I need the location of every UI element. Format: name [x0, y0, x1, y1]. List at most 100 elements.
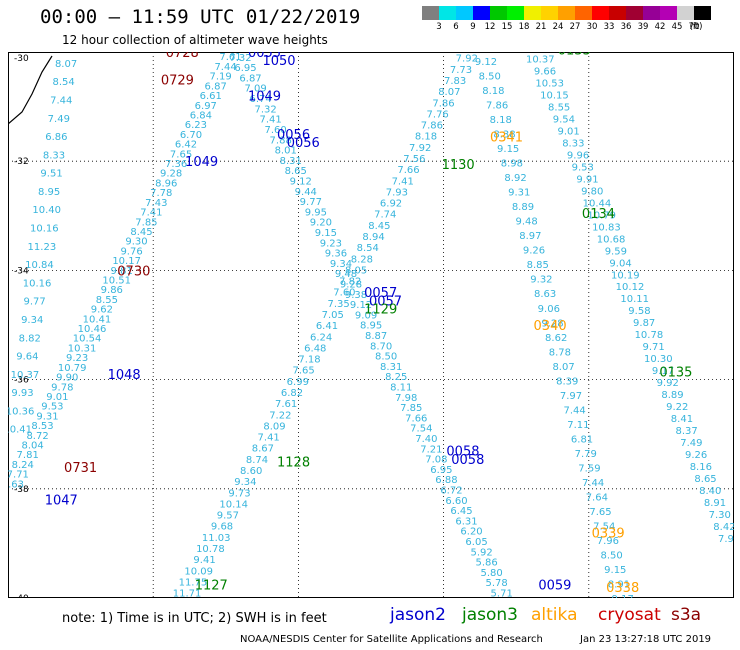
swh-value: 7.60 [333, 288, 355, 299]
legend-s3a: s3a [671, 605, 702, 625]
swh-value: 7.41 [392, 176, 414, 187]
swh-value: 8.95 [360, 321, 382, 332]
swh-value: 9.09 [355, 310, 377, 321]
swh-value: 9.01 [46, 392, 68, 403]
swh-value: 10.78 [635, 330, 664, 341]
lat-tick-label: -30 [14, 54, 29, 64]
swh-value: 9.23 [66, 353, 88, 364]
swh-value: 7.60 [265, 125, 287, 136]
swh-value: 10.68 [597, 234, 626, 245]
swh-value: 7.54 [593, 521, 615, 532]
pass-time-label: 1047 [45, 494, 78, 509]
swh-value: 6.24 [310, 332, 332, 343]
swh-value: 11.23 [28, 242, 57, 253]
pass-time-labels: 0728 0729 0730 0731 1049 1049 1048 1047 00551050… [45, 52, 693, 596]
swh-value: 5.78 [486, 578, 508, 589]
swh-value: 9.51 [40, 169, 62, 180]
swh-value: 8.33 [562, 138, 584, 149]
swh-value: 9.48 [516, 217, 538, 228]
swh-value: 9.76 [120, 246, 142, 257]
swh-value: 8.94 [362, 232, 384, 243]
swh-value: 10.78 [196, 544, 225, 555]
swh-value: 6.95 [234, 63, 256, 74]
swh-value: 10.51 [102, 276, 131, 287]
pass-time-label: 1127 [195, 578, 228, 593]
color-scale-tick: 33 [603, 22, 615, 32]
color-swatch [558, 6, 575, 20]
swh-value: 10.40 [32, 205, 61, 216]
swh-value: 7.98 [395, 393, 417, 404]
swh-value: 8.72 [26, 431, 48, 442]
swh-value: 10.44 [583, 198, 612, 209]
swh-value: 9.15 [604, 565, 626, 576]
swh-value: 8.67 [252, 444, 274, 455]
swh-value: 9.54 [553, 114, 575, 125]
swh-value: 11.03 [202, 533, 231, 544]
swh-value: 10.15 [540, 90, 569, 101]
swh-value: 8.54 [357, 243, 379, 254]
swh-value: 9.77 [300, 197, 322, 208]
pass-time-label: 0055 [248, 52, 281, 61]
track-d2: 7.607.326.956.877.096.747.327.417.607.88… [224, 52, 512, 598]
color-swatch [694, 6, 711, 20]
color-swatch [456, 6, 473, 20]
swh-value: 6.87 [239, 73, 261, 84]
color-scale-tick: 12 [484, 22, 496, 32]
swh-value: 7.85 [135, 217, 157, 228]
swh-value: 8.97 [519, 231, 541, 242]
swh-value: 7.08 [425, 455, 447, 466]
swh-value: 9.86 [101, 285, 123, 296]
swh-value: 6.70 [180, 130, 202, 141]
swh-value: 9.34 [234, 477, 256, 488]
swh-value: 8.39 [556, 376, 578, 387]
lat-tick-label: -36 [14, 376, 29, 386]
swh-value: 8.78 [549, 347, 571, 358]
color-scale-tick: 39 [637, 22, 649, 32]
swh-value: 8.50 [375, 352, 397, 363]
swh-value: 7.32 [229, 53, 251, 64]
swh-value: 9.53 [572, 162, 594, 173]
color-scale-tick: 6 [453, 22, 459, 32]
swh-value: 9.95 [305, 207, 327, 218]
swh-value: 7.44 [564, 405, 586, 416]
swh-value: 8.89 [512, 202, 534, 213]
color-swatch [609, 6, 626, 20]
swh-value: 10.37 [526, 55, 555, 66]
pass-time-label: 0058 [451, 453, 484, 468]
swh-value: 9.12 [290, 176, 312, 187]
pass-time-label: 1129 [364, 303, 397, 318]
swh-value: 9.28 [340, 279, 362, 290]
swh-value: 7.56 [403, 154, 425, 165]
swh-value: 6.84 [190, 110, 212, 121]
swh-value: 7.93 [386, 187, 408, 198]
swh-value: 9.93 [11, 388, 33, 399]
swh-value: 9.81 [111, 266, 133, 277]
color-swatch [643, 6, 660, 20]
legend-jason3: jason3 [462, 605, 518, 625]
swh-value: 7.83 [444, 76, 466, 87]
swh-value: 9.20 [310, 218, 332, 229]
legend-cryosat: cryosat [598, 605, 661, 625]
swh-value: 10.84 [25, 260, 54, 271]
pass-time-label: 0340 [534, 319, 567, 334]
swh-value: 9.38 [345, 290, 367, 301]
swh-value: 7.95 [718, 534, 734, 545]
pass-time-label: 0135 [659, 365, 692, 380]
pass-time-label: 0058 [446, 445, 479, 460]
swh-value: 10.31 [68, 343, 97, 354]
swh-value: 6.45 [450, 506, 472, 517]
legend-altika: altika [531, 605, 578, 625]
swh-value: 6.05 [465, 537, 487, 548]
swh-value: 7.32 [254, 104, 276, 115]
swh-value: 8.74 [246, 455, 268, 466]
swh-value: 5.92 [470, 547, 492, 558]
swh-value: 9.28 [541, 318, 563, 329]
swh-value: 8.62 [545, 333, 567, 344]
swh-value: 7.79 [575, 449, 597, 460]
swh-value: 8.63 [534, 289, 556, 300]
pass-time-label: 1128 [277, 456, 310, 471]
swh-value: 6.60 [445, 496, 467, 507]
swh-value: 9.68 [211, 522, 233, 533]
credit-line: NOAA/NESDIS Center for Satellite Applica… [240, 634, 543, 645]
swh-value: 7.74 [374, 210, 396, 221]
